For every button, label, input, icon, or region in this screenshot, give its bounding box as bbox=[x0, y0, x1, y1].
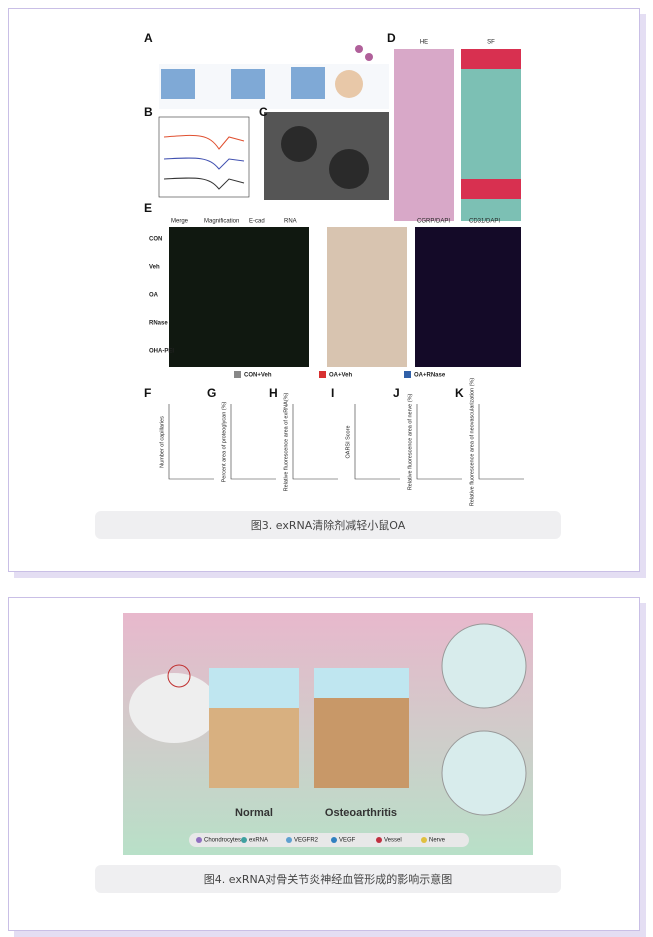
legend-label: Nerve bbox=[429, 838, 446, 844]
spectrum bbox=[163, 177, 245, 190]
spectrum bbox=[163, 135, 245, 150]
legend-swatch bbox=[196, 837, 202, 843]
axes bbox=[478, 404, 524, 480]
axis-title: Relative fluorescence area of nerve (%) bbox=[407, 394, 413, 491]
legend-swatch bbox=[404, 371, 411, 378]
legend-label: VEGF bbox=[339, 838, 356, 844]
panel-letter: D bbox=[387, 31, 396, 45]
highlight bbox=[167, 664, 191, 688]
cube bbox=[231, 69, 265, 99]
axis-title: Relative fluorescence area of neovascula… bbox=[469, 378, 475, 507]
dot bbox=[365, 53, 373, 61]
axis-title: OARSI Score bbox=[345, 425, 351, 458]
column-header: CD31/DAPI bbox=[469, 219, 500, 225]
panel-letter: K bbox=[455, 386, 464, 400]
mouse bbox=[129, 673, 219, 743]
spectrum bbox=[163, 157, 245, 170]
pore bbox=[281, 126, 317, 162]
label: Osteoarthritis bbox=[325, 807, 397, 819]
panel-letter: E bbox=[144, 201, 152, 215]
cube bbox=[161, 69, 195, 99]
legend-swatch bbox=[286, 837, 292, 843]
row-label: Veh bbox=[149, 265, 160, 271]
legend-swatch bbox=[241, 837, 247, 843]
legend-swatch bbox=[376, 837, 382, 843]
axes bbox=[168, 404, 214, 480]
legend-label: VEGFR2 bbox=[294, 838, 319, 844]
panel-letter: H bbox=[269, 386, 278, 400]
axes bbox=[158, 116, 250, 198]
column-header: Merge bbox=[171, 219, 189, 225]
he-image bbox=[394, 49, 454, 221]
panel-letter: G bbox=[207, 386, 216, 400]
panel-letter: B bbox=[144, 105, 153, 119]
column-header: SF bbox=[487, 40, 495, 46]
dot bbox=[355, 45, 363, 53]
cartilage bbox=[314, 668, 409, 698]
caption: 图3. exRNA清除剂减轻小鼠OA bbox=[95, 511, 561, 539]
panel-letter: A bbox=[144, 31, 153, 45]
figure-4: Normal Osteoarthritis Chondrocytes exRNA V… bbox=[123, 613, 533, 855]
sf-red bbox=[461, 49, 521, 69]
column-header: CGRP/DAPI bbox=[417, 219, 450, 225]
axes bbox=[230, 404, 276, 480]
legend-swatch bbox=[331, 837, 337, 843]
figure-card: A B C D E F G H I J K HE SF CON Veh OA RNase OHA-PEI Merge… bbox=[8, 8, 640, 572]
row-label: RNase bbox=[149, 321, 168, 327]
panel-letter: I bbox=[331, 386, 334, 400]
caption: 图4. exRNA对骨关节炎神经血管形成的影响示意图 bbox=[95, 865, 561, 893]
figure-card: Normal Osteoarthritis Chondrocytes exRNA V… bbox=[8, 597, 640, 931]
axis-title: Relative fluorescence area of exRNA(%) bbox=[283, 392, 289, 491]
fluor-image bbox=[415, 227, 521, 367]
cube bbox=[291, 67, 325, 99]
label: Normal bbox=[235, 807, 273, 819]
axis-title: Percent area of proteoglycan (%) bbox=[221, 401, 227, 482]
pore bbox=[329, 149, 369, 189]
legend-swatch bbox=[234, 371, 241, 378]
row-label: OA bbox=[149, 293, 159, 299]
column-header: RNA bbox=[284, 219, 297, 225]
photo bbox=[327, 227, 407, 367]
axes bbox=[416, 404, 462, 480]
legend-bar bbox=[189, 833, 469, 847]
axes bbox=[354, 404, 400, 480]
sf-red bbox=[461, 179, 521, 199]
legend-label: Chondrocytes bbox=[204, 838, 241, 844]
panel-letter: C bbox=[259, 105, 268, 119]
legend-label: CON+Veh bbox=[244, 373, 272, 379]
legend-label: exRNA bbox=[249, 838, 268, 844]
column-header: E-cad bbox=[249, 219, 265, 225]
column-header: Magnification bbox=[204, 219, 239, 225]
row-label: OHA-PEI bbox=[149, 349, 174, 355]
legend-label: Vessel bbox=[384, 838, 402, 844]
panel-letter: F bbox=[144, 386, 151, 400]
fluor-image bbox=[169, 227, 309, 367]
zoom-circle bbox=[441, 730, 527, 816]
panel-letter: J bbox=[393, 386, 400, 400]
legend-swatch bbox=[319, 371, 326, 378]
figure-3: A B C D E F G H I J K HE SF CON Veh OA RNase OHA-PEI Merge… bbox=[144, 31, 524, 507]
legend-swatch bbox=[421, 837, 427, 843]
legend-label: OA+Veh bbox=[329, 373, 353, 379]
row-label: CON bbox=[149, 237, 162, 243]
axis-title: Number of capillaries bbox=[159, 416, 165, 468]
cartilage bbox=[209, 668, 299, 708]
legend-label: OA+RNase bbox=[414, 373, 446, 379]
column-header: HE bbox=[420, 40, 428, 46]
sem-image bbox=[264, 112, 389, 200]
zoom-circle bbox=[441, 623, 527, 709]
knee bbox=[335, 70, 363, 98]
axes bbox=[292, 404, 338, 480]
